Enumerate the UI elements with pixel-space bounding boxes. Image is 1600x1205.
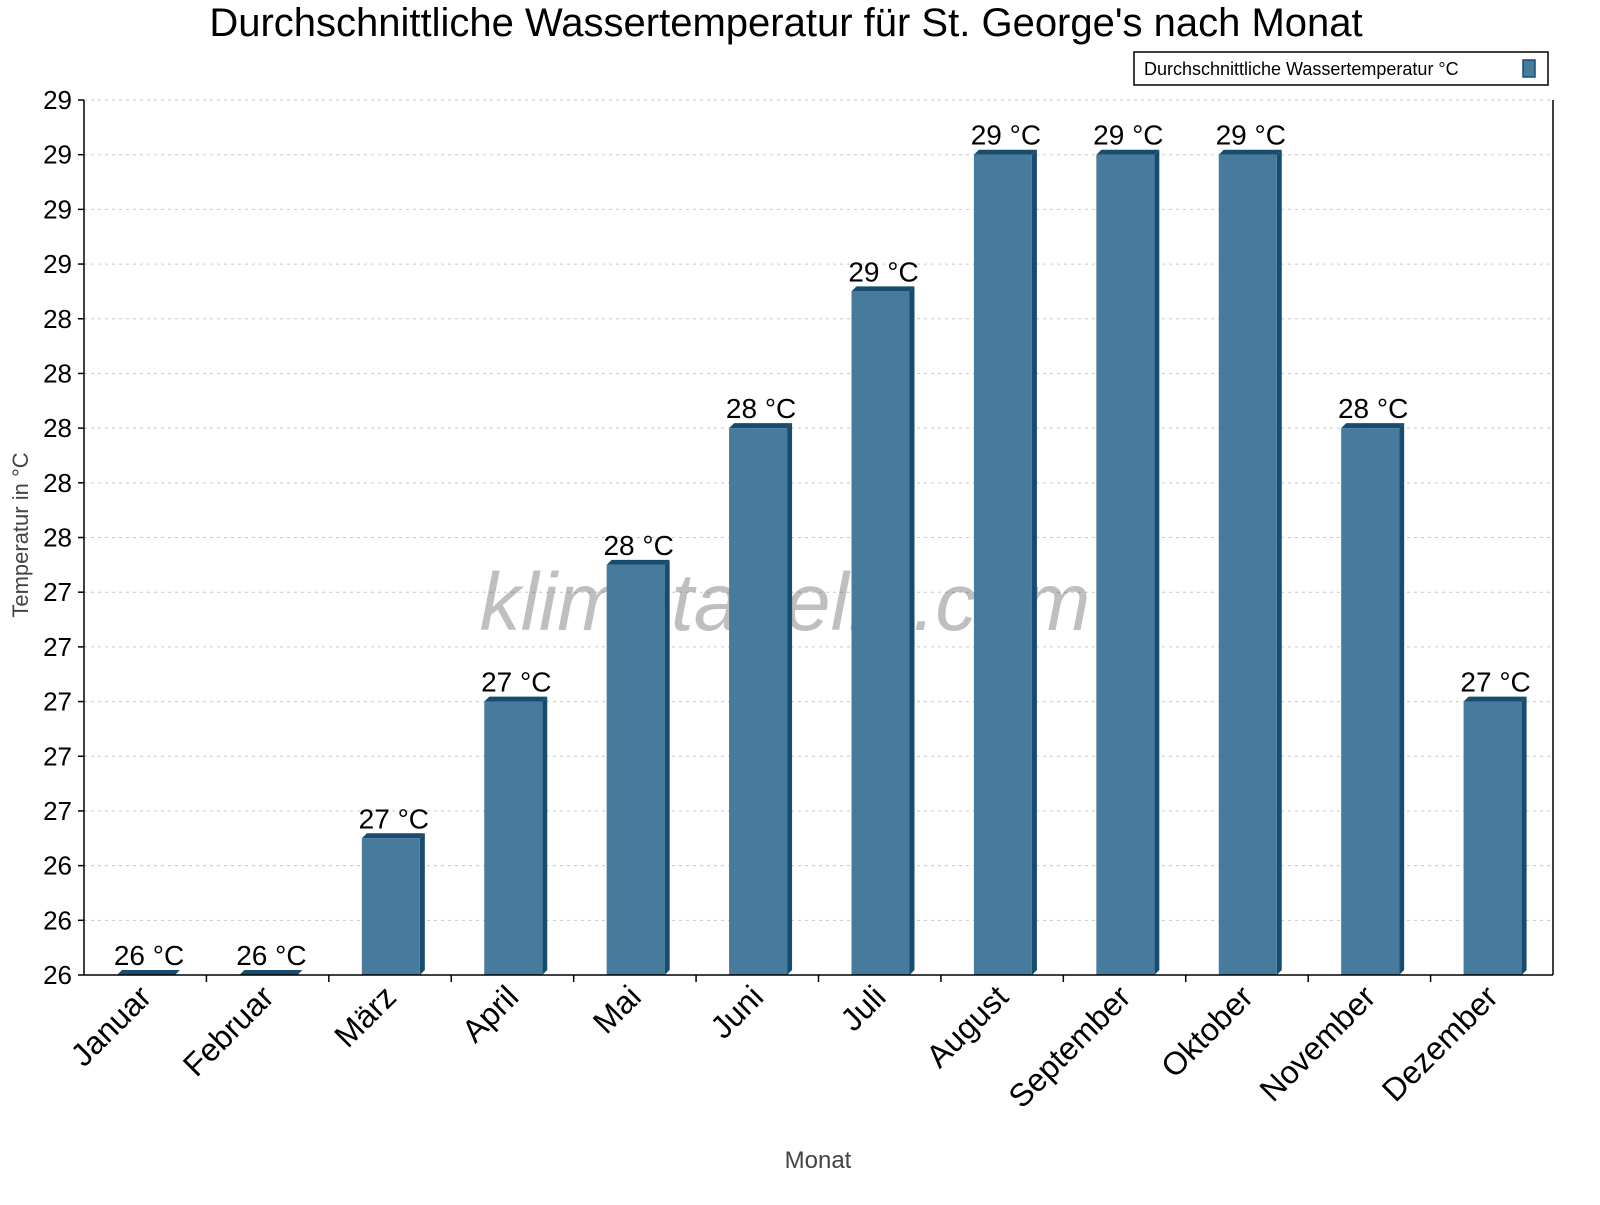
bar-side bbox=[909, 286, 915, 975]
bar-top bbox=[1463, 696, 1527, 702]
bar-side bbox=[1276, 149, 1282, 975]
bar bbox=[1218, 154, 1277, 975]
legend-label: Durchschnittliche Wassertemperatur °C bbox=[1144, 59, 1459, 79]
y-tick-label: 29 bbox=[43, 85, 72, 115]
bar-side bbox=[419, 833, 425, 975]
x-tick-label: Juni bbox=[703, 978, 770, 1045]
y-tick-label: 27 bbox=[43, 796, 72, 826]
bar-top bbox=[1096, 149, 1160, 155]
legend-swatch bbox=[1522, 59, 1536, 78]
x-tick-label: Mai bbox=[586, 978, 648, 1040]
x-tick-label: März bbox=[327, 978, 403, 1054]
bar bbox=[973, 154, 1032, 975]
y-axis-label: Temperatur in °C bbox=[8, 452, 33, 617]
legend: Durchschnittliche Wassertemperatur °C bbox=[1133, 51, 1549, 86]
data-label: 28 °C bbox=[1338, 393, 1408, 424]
data-label: 28 °C bbox=[726, 393, 796, 424]
bar-top bbox=[973, 149, 1037, 155]
x-tick-label: Januar bbox=[64, 978, 159, 1073]
y-tick-label: 27 bbox=[43, 687, 72, 717]
data-label: 29 °C bbox=[1093, 120, 1163, 151]
x-tick-label: September bbox=[1001, 978, 1137, 1114]
legend-box bbox=[1133, 51, 1549, 86]
grid-lines bbox=[84, 99, 1553, 921]
x-tick-label: Februar bbox=[176, 978, 281, 1083]
bars: 26 °C 26 °C 27 °C 27 °C 28 °C 28 °C 29 °C 29 °C… bbox=[114, 120, 1531, 975]
bar-side bbox=[542, 696, 548, 975]
y-tick-label: 26 bbox=[43, 960, 72, 990]
data-label: 29 °C bbox=[1216, 120, 1286, 151]
data-label: 27 °C bbox=[481, 667, 551, 698]
data-label: 27 °C bbox=[1460, 667, 1530, 698]
bar-top bbox=[239, 970, 303, 975]
x-tick-label: Dezember bbox=[1375, 978, 1505, 1108]
bar-side bbox=[664, 559, 670, 975]
data-label: 29 °C bbox=[971, 120, 1041, 151]
y-tick-label: 28 bbox=[43, 413, 72, 443]
x-tick-label: November bbox=[1252, 978, 1382, 1108]
bar bbox=[606, 564, 665, 975]
bar-top bbox=[851, 286, 915, 292]
bar-side bbox=[1521, 696, 1527, 975]
y-tick-label: 29 bbox=[43, 194, 72, 224]
y-tick-label: 28 bbox=[43, 358, 72, 388]
y-tick-label: 27 bbox=[43, 632, 72, 662]
x-axis-label: Monat bbox=[785, 1147, 852, 1174]
x-tick-label: Oktober bbox=[1154, 978, 1260, 1084]
x-tick-label: April bbox=[455, 978, 526, 1049]
bar-top bbox=[1218, 149, 1282, 155]
y-tick-label: 28 bbox=[43, 304, 72, 334]
y-tick-label: 29 bbox=[43, 249, 72, 279]
bar-top bbox=[117, 970, 180, 975]
bar-top bbox=[606, 559, 670, 565]
y-tick-label: 26 bbox=[43, 905, 72, 935]
y-tick-label: 29 bbox=[43, 140, 72, 170]
data-label: 26 °C bbox=[236, 940, 306, 971]
bar-top bbox=[361, 833, 425, 839]
bar-top bbox=[1341, 423, 1405, 429]
y-tick-label: 28 bbox=[43, 468, 72, 498]
bar-side bbox=[787, 423, 793, 975]
chart-title: Durchschnittliche Wassertemperatur für S… bbox=[209, 1, 1362, 45]
bar-side bbox=[1154, 149, 1160, 975]
x-tick-label: Juli bbox=[833, 978, 892, 1037]
x-tick-label: August bbox=[919, 978, 1015, 1074]
bar-top bbox=[729, 423, 793, 429]
y-tick-label: 28 bbox=[43, 523, 72, 553]
data-label: 29 °C bbox=[848, 256, 918, 287]
bar bbox=[1096, 154, 1155, 975]
y-tick-label: 27 bbox=[43, 741, 72, 771]
bar-side bbox=[1031, 149, 1037, 975]
y-tick-label: 26 bbox=[43, 851, 72, 881]
bar bbox=[1341, 428, 1400, 975]
bar bbox=[484, 701, 543, 975]
data-label: 27 °C bbox=[359, 803, 429, 834]
bar bbox=[851, 291, 910, 975]
y-tick-label: 27 bbox=[43, 577, 72, 607]
bar bbox=[361, 838, 420, 975]
bar bbox=[1463, 701, 1522, 975]
bar bbox=[729, 428, 788, 975]
bar-top bbox=[484, 696, 548, 702]
data-label: 26 °C bbox=[114, 940, 184, 971]
data-label: 28 °C bbox=[603, 530, 673, 561]
bar-side bbox=[1399, 423, 1405, 975]
